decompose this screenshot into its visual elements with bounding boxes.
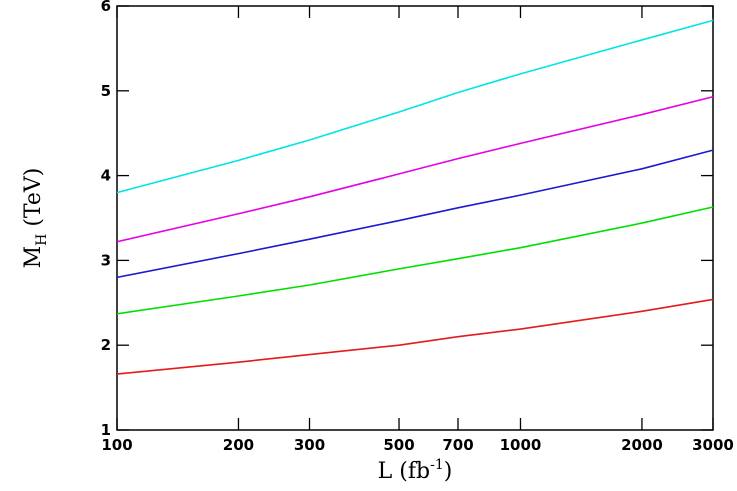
y-tick-label: 1 bbox=[101, 421, 111, 439]
x-tick-label: 2000 bbox=[621, 436, 663, 454]
x-tick-label: 200 bbox=[223, 436, 254, 454]
plot-frame bbox=[116, 5, 714, 431]
y-tick-label: 4 bbox=[101, 167, 111, 185]
x-tick-label: 100 bbox=[101, 436, 132, 454]
y-tick-label: 2 bbox=[101, 336, 111, 354]
x-tick-label: 500 bbox=[383, 436, 414, 454]
x-tick-label: 700 bbox=[442, 436, 473, 454]
series-line bbox=[116, 206, 714, 315]
y-tick-label: 3 bbox=[101, 251, 111, 269]
y-tick-label: 5 bbox=[101, 82, 111, 100]
x-label-rest: ) bbox=[444, 459, 453, 484]
x-tick-label: 300 bbox=[294, 436, 325, 454]
x-label-sup: -1 bbox=[430, 457, 444, 473]
series-line bbox=[116, 19, 714, 194]
x-tick-label: 3000 bbox=[692, 436, 734, 454]
series-line bbox=[116, 298, 714, 375]
y-axis-label: MH (TeV) bbox=[21, 168, 50, 269]
x-axis-label: L (fb-1) bbox=[378, 457, 453, 484]
y-tick-label: 6 bbox=[101, 0, 111, 15]
x-tick-label: 1000 bbox=[500, 436, 542, 454]
y-label-rest: (TeV) bbox=[21, 168, 46, 234]
series-line bbox=[116, 95, 714, 243]
series-line bbox=[116, 149, 714, 279]
y-label-sub: H bbox=[34, 234, 50, 246]
x-label-main: L (fb bbox=[378, 459, 430, 484]
y-label-main: M bbox=[21, 246, 46, 269]
